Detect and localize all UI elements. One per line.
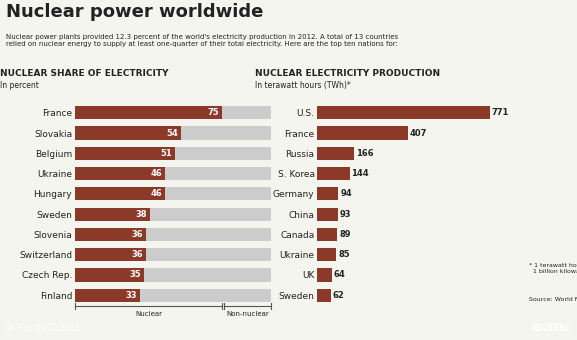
Bar [75,126,271,140]
Bar [75,147,271,160]
Text: 166: 166 [356,149,374,158]
Bar [317,248,336,261]
Bar [75,289,140,302]
Text: REUTERS: REUTERS [532,324,571,333]
Text: 85: 85 [338,250,350,259]
Bar [317,289,331,302]
Bar [75,268,271,282]
Text: 46: 46 [151,189,162,198]
Bar [75,106,271,119]
Text: 54: 54 [166,129,178,138]
Bar [75,228,145,241]
Text: Nuclear power plants provided 12.3 percent of the world's electricity production: Nuclear power plants provided 12.3 perce… [6,34,398,47]
Text: In terawatt hours (TWh)*: In terawatt hours (TWh)* [255,81,351,90]
Text: Nuclear power worldwide: Nuclear power worldwide [6,3,263,21]
Bar [317,228,337,241]
Text: Non-nuclear: Non-nuclear [226,311,269,318]
Bar [75,167,271,180]
Text: 62: 62 [333,291,344,300]
Text: 64: 64 [334,270,345,279]
Text: 144: 144 [351,169,369,178]
Text: NUCLEAR ELECTRICITY PRODUCTION: NUCLEAR ELECTRICITY PRODUCTION [255,69,440,78]
Text: Nuclear: Nuclear [135,311,162,318]
Text: 33: 33 [125,291,137,300]
Bar [75,167,165,180]
Text: 35: 35 [129,270,141,279]
Bar [75,228,271,241]
Bar [317,106,489,119]
Bar [75,207,149,221]
Bar [75,289,271,302]
Bar [75,268,144,282]
Text: W. Foo, 09/12/2013: W. Foo, 09/12/2013 [6,324,79,333]
Bar [317,126,409,140]
Text: NUCLEAR SHARE OF ELECTRICITY: NUCLEAR SHARE OF ELECTRICITY [1,69,169,78]
Text: 51: 51 [160,149,172,158]
Text: 75: 75 [208,108,219,117]
Bar [75,187,271,201]
Text: 771: 771 [492,108,509,117]
Text: 36: 36 [131,250,143,259]
Text: 38: 38 [135,210,147,219]
Bar [75,106,222,119]
Bar [317,147,354,160]
Bar [75,126,181,140]
Bar [75,187,165,201]
Bar [317,207,338,221]
Bar [317,268,332,282]
Text: 94: 94 [340,189,352,198]
Bar [75,248,271,261]
Bar [75,207,271,221]
Text: * 1 terawatt hour (TWh) =
  1 billion kilowatt hours (kWh): * 1 terawatt hour (TWh) = 1 billion kilo… [529,263,577,274]
Text: 46: 46 [151,169,162,178]
Text: Source: World Nuclear Association: Source: World Nuclear Association [529,297,577,302]
Text: In percent: In percent [1,81,39,90]
Bar [317,167,350,180]
Bar [75,147,175,160]
Bar [75,248,145,261]
Text: 407: 407 [410,129,428,138]
Bar [317,187,338,201]
Text: 89: 89 [339,230,350,239]
Text: 93: 93 [340,210,351,219]
Text: 36: 36 [131,230,143,239]
